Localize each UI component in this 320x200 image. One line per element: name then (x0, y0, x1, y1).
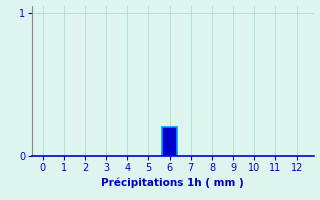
Bar (162, 127, 177, 156)
X-axis label: Précipitations 1h ( mm ): Précipitations 1h ( mm ) (101, 177, 244, 188)
